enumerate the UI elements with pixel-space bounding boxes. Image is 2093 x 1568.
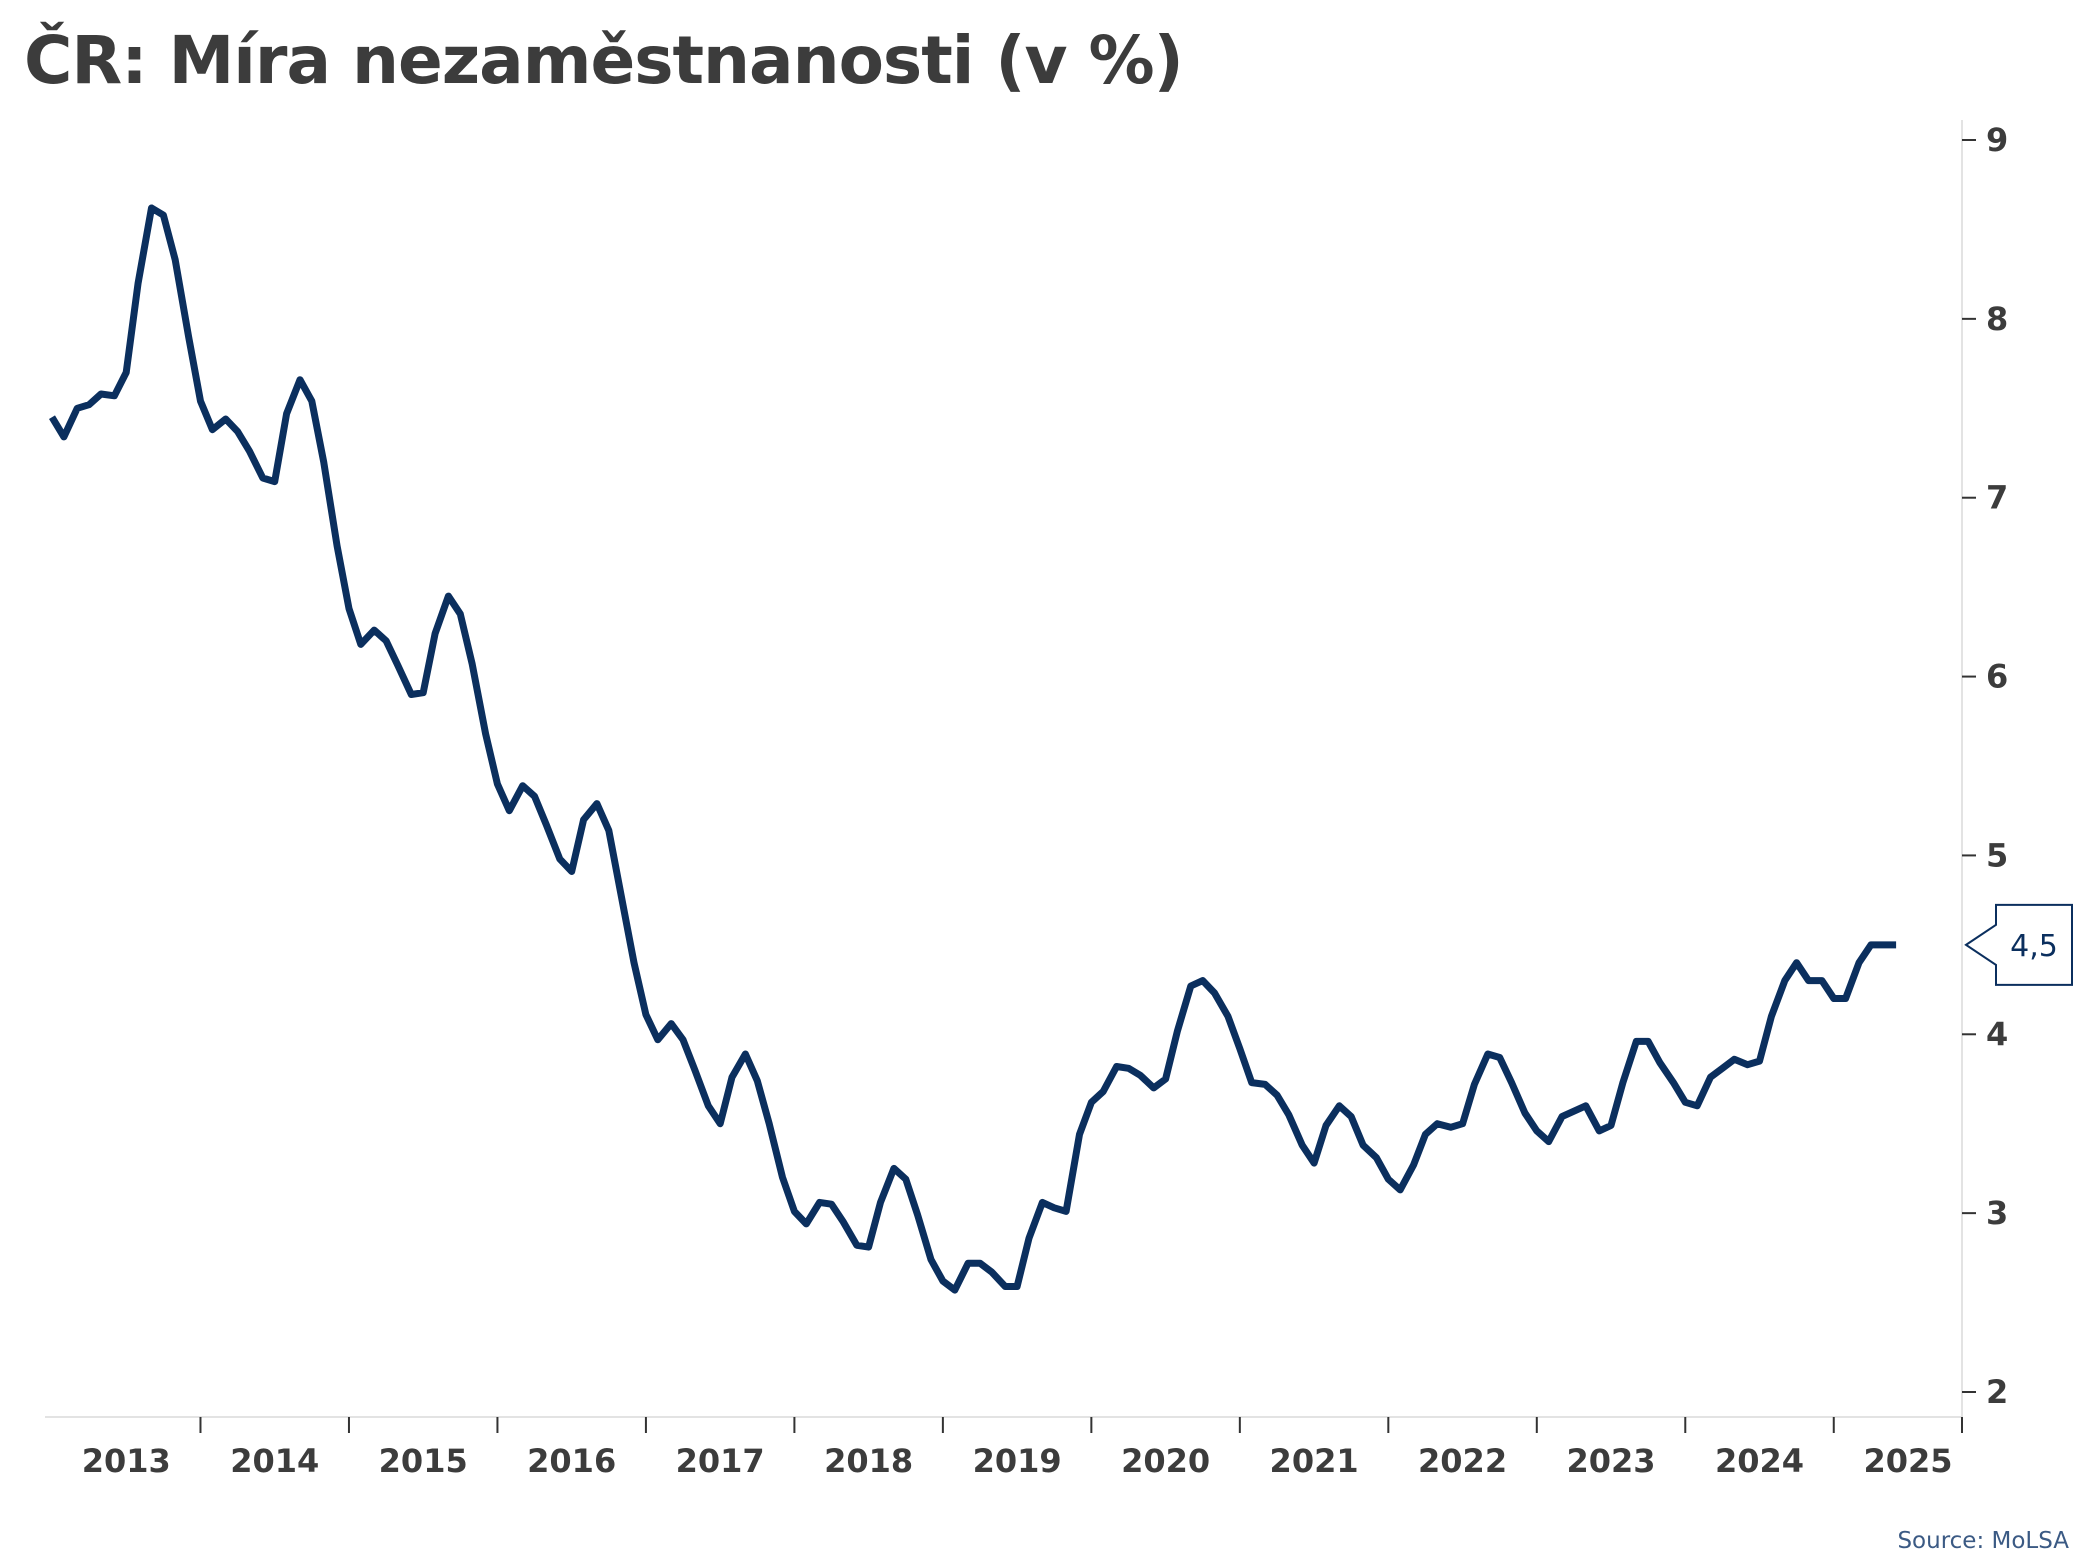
y-tick-label: 9 bbox=[1986, 121, 2008, 159]
y-tick-label: 7 bbox=[1986, 479, 2008, 517]
x-tick-label: 2021 bbox=[1270, 1442, 1359, 1480]
last-value-callout: 4,5 bbox=[1964, 903, 2073, 986]
y-tick-label: 8 bbox=[1986, 300, 2008, 338]
x-axis: 2013 2014 2015 2016 2017 2018 2019 2020 2021 2022… bbox=[45, 1416, 1963, 1480]
y-tick-label: 6 bbox=[1986, 658, 2008, 696]
y-tick-label: 5 bbox=[1986, 836, 2008, 874]
y-tick-label: 2 bbox=[1986, 1373, 2008, 1411]
x-tick-label: 2018 bbox=[824, 1442, 913, 1480]
series-layer bbox=[49, 204, 1897, 1294]
x-tick-label: 2025 bbox=[1863, 1442, 1952, 1480]
y-axis: 2 3 4 5 6 7 8 9 bbox=[1961, 120, 2008, 1417]
callout-box bbox=[1964, 903, 2073, 986]
y-tick-label: 4 bbox=[1986, 1015, 2008, 1053]
chart-title: ČR: Míra nezaměstnanosti (v %) bbox=[24, 22, 1184, 99]
x-tick-label: 2017 bbox=[676, 1442, 765, 1480]
chart-source: Source: MoLSA bbox=[1897, 1528, 2069, 1554]
x-tick-label: 2013 bbox=[82, 1442, 171, 1480]
y-tick-label: 3 bbox=[1986, 1194, 2008, 1232]
x-tick-label: 2014 bbox=[230, 1442, 319, 1480]
last-value-label: 4,5 bbox=[2010, 929, 2058, 964]
x-tick-label: 2024 bbox=[1715, 1442, 1804, 1480]
series-line bbox=[49, 204, 1897, 1294]
x-tick-label: 2019 bbox=[973, 1442, 1062, 1480]
x-tick-label: 2023 bbox=[1567, 1442, 1656, 1480]
x-tick-label: 2020 bbox=[1121, 1442, 1210, 1480]
x-tick-label: 2022 bbox=[1418, 1442, 1507, 1480]
x-tick-label: 2015 bbox=[379, 1442, 468, 1480]
x-tick-label: 2016 bbox=[527, 1442, 616, 1480]
